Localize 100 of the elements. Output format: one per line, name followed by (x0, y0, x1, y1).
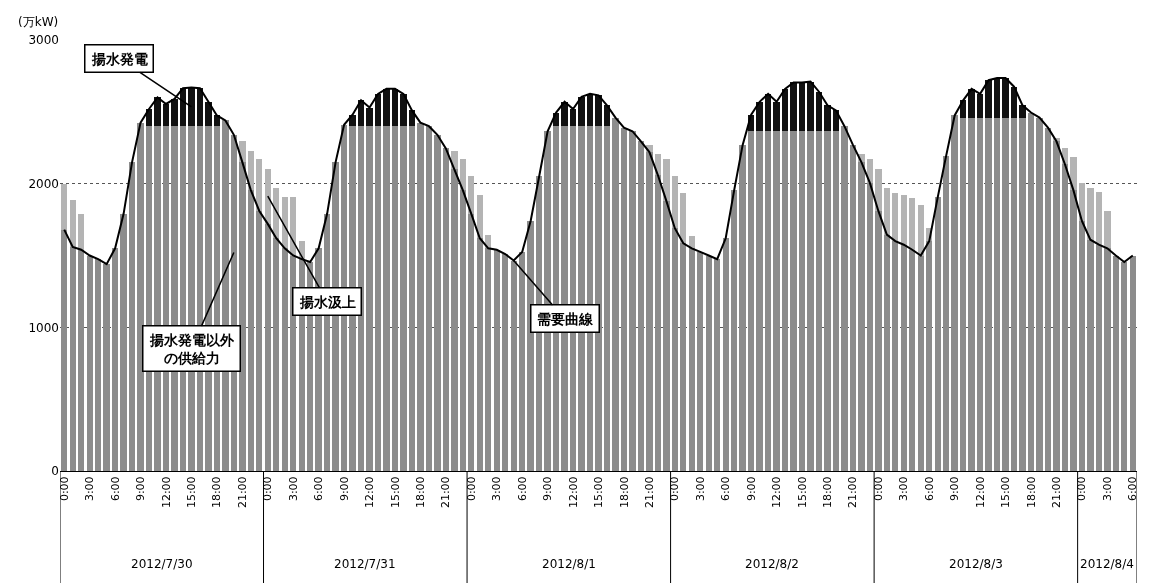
x-tick-label: 12:00 (566, 476, 580, 509)
bar (909, 198, 916, 250)
x-tick-label: 15:00 (592, 476, 606, 509)
bar (985, 80, 992, 118)
bar (943, 155, 950, 471)
x-tick-label: 12:00 (973, 476, 987, 509)
bar (485, 248, 492, 471)
bar (442, 148, 450, 471)
bar (993, 78, 1001, 118)
bar (731, 190, 738, 471)
bar (111, 248, 119, 471)
bar (892, 193, 899, 242)
bar (1078, 221, 1086, 471)
bar (968, 117, 975, 471)
bar (188, 87, 195, 127)
bar (281, 248, 288, 471)
text: 需要曲線 (536, 310, 594, 327)
bar (1095, 244, 1103, 471)
bar (103, 264, 110, 471)
bar (892, 241, 899, 471)
bar (383, 126, 390, 471)
bar (663, 200, 670, 471)
bar (781, 88, 789, 131)
bar (1104, 210, 1111, 249)
bar (239, 162, 246, 471)
text: 2012/8/4 (1080, 557, 1134, 571)
x-tick-label: 0:00 (668, 476, 682, 502)
x-tick-label: 9:00 (744, 476, 758, 502)
bar (120, 213, 127, 471)
x-tick-label: 3:00 (83, 476, 97, 502)
bar (94, 259, 102, 471)
bar (1061, 164, 1069, 471)
bar (739, 144, 746, 471)
bar (205, 101, 212, 127)
y-tick-label: 2000 (28, 176, 59, 191)
bar (976, 117, 984, 471)
bar (798, 82, 806, 131)
bar (256, 210, 263, 471)
x-tick-label: 21:00 (846, 476, 860, 509)
bar (807, 130, 814, 471)
bar (968, 88, 975, 118)
x-tick-label: 3:00 (693, 476, 707, 502)
bar (637, 141, 645, 471)
text: 2012/7/31 (334, 557, 396, 571)
x-tick-label: 9:00 (134, 476, 148, 502)
bar (408, 126, 416, 471)
bar (790, 82, 797, 131)
bar (527, 221, 534, 471)
text: 2012/8/3 (949, 557, 1003, 571)
x-tick-label: 6:00 (719, 476, 733, 502)
bar (824, 105, 831, 131)
bar (976, 93, 984, 118)
bar (773, 101, 780, 131)
bar (705, 255, 712, 471)
x-tick-label: 18:00 (413, 476, 427, 509)
bar (620, 127, 628, 471)
bar (629, 131, 636, 471)
bar (366, 126, 373, 471)
y-axis-title: (万kW) (18, 15, 59, 29)
bar (764, 130, 772, 471)
bar (459, 190, 466, 471)
bar (756, 101, 763, 131)
x-tick-label: 18:00 (210, 476, 224, 509)
bar (900, 244, 907, 471)
bar (1002, 78, 1009, 118)
bar (807, 81, 814, 131)
bar (654, 175, 662, 471)
text: 2012/8/2 (745, 557, 799, 571)
bar (1044, 127, 1052, 471)
x-tick-label: 21:00 (439, 476, 453, 509)
x-tick-label: 0:00 (1075, 476, 1089, 502)
bar (926, 241, 933, 471)
x-tick-label: 6:00 (312, 476, 326, 502)
bar (451, 169, 458, 471)
bar (832, 130, 840, 471)
bar (78, 213, 85, 250)
bar (697, 251, 704, 471)
bar (841, 126, 848, 471)
bar (69, 200, 76, 247)
bar (1070, 190, 1077, 471)
bar (468, 213, 475, 471)
bar (680, 193, 687, 244)
bar (815, 130, 823, 471)
bar (273, 238, 280, 471)
x-tick-label: 15:00 (999, 476, 1013, 509)
bar (773, 130, 780, 471)
bar (849, 144, 857, 471)
bar (425, 126, 433, 471)
x-tick-label: 15:00 (388, 476, 402, 509)
bar (1053, 141, 1060, 471)
x-tick-label: 15:00 (795, 476, 809, 509)
x-tick-label: 0:00 (57, 476, 71, 502)
bar (959, 117, 967, 471)
bar (247, 190, 254, 471)
bar (747, 130, 755, 471)
bar (391, 126, 399, 471)
bar (171, 98, 178, 127)
x-tick-label: 21:00 (1050, 476, 1064, 509)
bar (162, 103, 170, 127)
x-tick-label: 18:00 (617, 476, 631, 509)
